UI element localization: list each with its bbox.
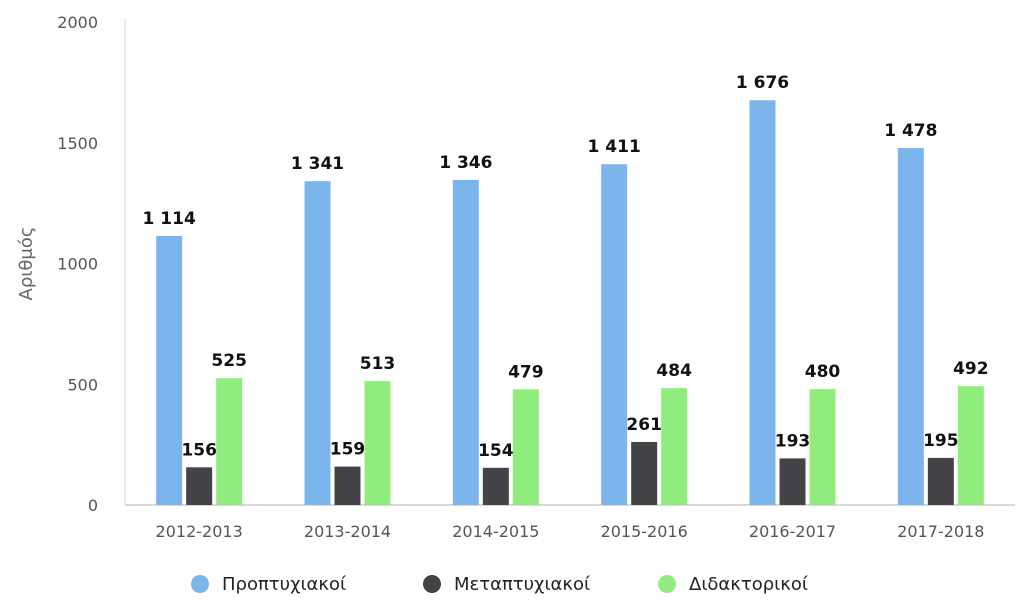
- bar[interactable]: [334, 466, 361, 505]
- y-tick-label: 2000: [57, 13, 98, 32]
- bar-data-label: 492: [953, 359, 989, 379]
- bar[interactable]: [482, 467, 509, 505]
- bar[interactable]: [452, 179, 479, 506]
- bar-data-label: 1 676: [736, 73, 789, 93]
- bar-data-label: 525: [211, 351, 247, 371]
- bar[interactable]: [661, 388, 688, 505]
- bar[interactable]: [957, 386, 984, 505]
- bar-data-label: 1 411: [588, 137, 641, 157]
- bar-data-label: 1 346: [439, 153, 492, 173]
- bar[interactable]: [809, 389, 836, 505]
- x-tick-label: 2017-2018: [897, 522, 984, 541]
- bar-data-label: 1 478: [884, 121, 937, 141]
- y-axis-ticks: 0 500 1000 1500 2000: [57, 13, 98, 515]
- legend-marker[interactable]: [191, 575, 209, 593]
- bar[interactable]: [601, 164, 628, 505]
- bar-data-label: 480: [805, 362, 841, 382]
- bar-data-label: 479: [508, 362, 544, 382]
- bar-data-label: 261: [626, 415, 662, 435]
- bar[interactable]: [186, 467, 213, 505]
- bar-data-label: 156: [181, 440, 217, 460]
- bar-data-label: 195: [923, 431, 959, 451]
- bar[interactable]: [897, 148, 924, 506]
- y-tick-label: 0: [88, 496, 98, 515]
- bar-data-label: 154: [478, 441, 514, 461]
- bar-data-label: 1 341: [291, 154, 344, 174]
- bar-data-label: 484: [656, 361, 692, 381]
- legend-marker[interactable]: [423, 575, 441, 593]
- bar[interactable]: [927, 457, 954, 505]
- y-tick-label: 500: [67, 375, 98, 394]
- legend-label[interactable]: Προπτυχιακοί: [222, 574, 346, 595]
- bar-data-label: 193: [775, 431, 811, 451]
- x-tick-label: 2012-2013: [156, 522, 243, 541]
- bar-data-label: 159: [330, 440, 366, 460]
- legend-label[interactable]: Διδακτορικοί: [689, 574, 808, 595]
- bars-group: 1 114 156 525 1 341 159 513 1 346 154 479 1 411 26…: [143, 73, 989, 506]
- x-tick-label: 2016-2017: [749, 522, 836, 541]
- bar-data-label: 513: [360, 354, 396, 374]
- legend-label[interactable]: Μεταπτυχιακοί: [454, 574, 590, 595]
- x-tick-label: 2014-2015: [452, 522, 539, 541]
- x-axis-ticks: 2012-2013 2013-2014 2014-2015 2015-2016 2016…: [156, 522, 985, 541]
- bar[interactable]: [304, 181, 331, 505]
- bar[interactable]: [749, 100, 776, 505]
- y-tick-label: 1000: [57, 255, 98, 274]
- bar-data-label: 1 114: [143, 209, 196, 229]
- y-axis-title: Αριθμός: [16, 227, 37, 301]
- x-tick-label: 2013-2014: [304, 522, 391, 541]
- x-tick-label: 2015-2016: [601, 522, 688, 541]
- bar[interactable]: [216, 378, 243, 505]
- legend: Προπτυχιακοί Μεταπτυχιακοί Διδακτορικοί: [191, 574, 808, 595]
- bar[interactable]: [364, 381, 391, 505]
- bar[interactable]: [512, 389, 539, 505]
- bar[interactable]: [631, 441, 658, 505]
- legend-marker[interactable]: [658, 575, 676, 593]
- bar[interactable]: [779, 458, 806, 505]
- bar[interactable]: [156, 235, 183, 505]
- y-tick-label: 1500: [57, 134, 98, 153]
